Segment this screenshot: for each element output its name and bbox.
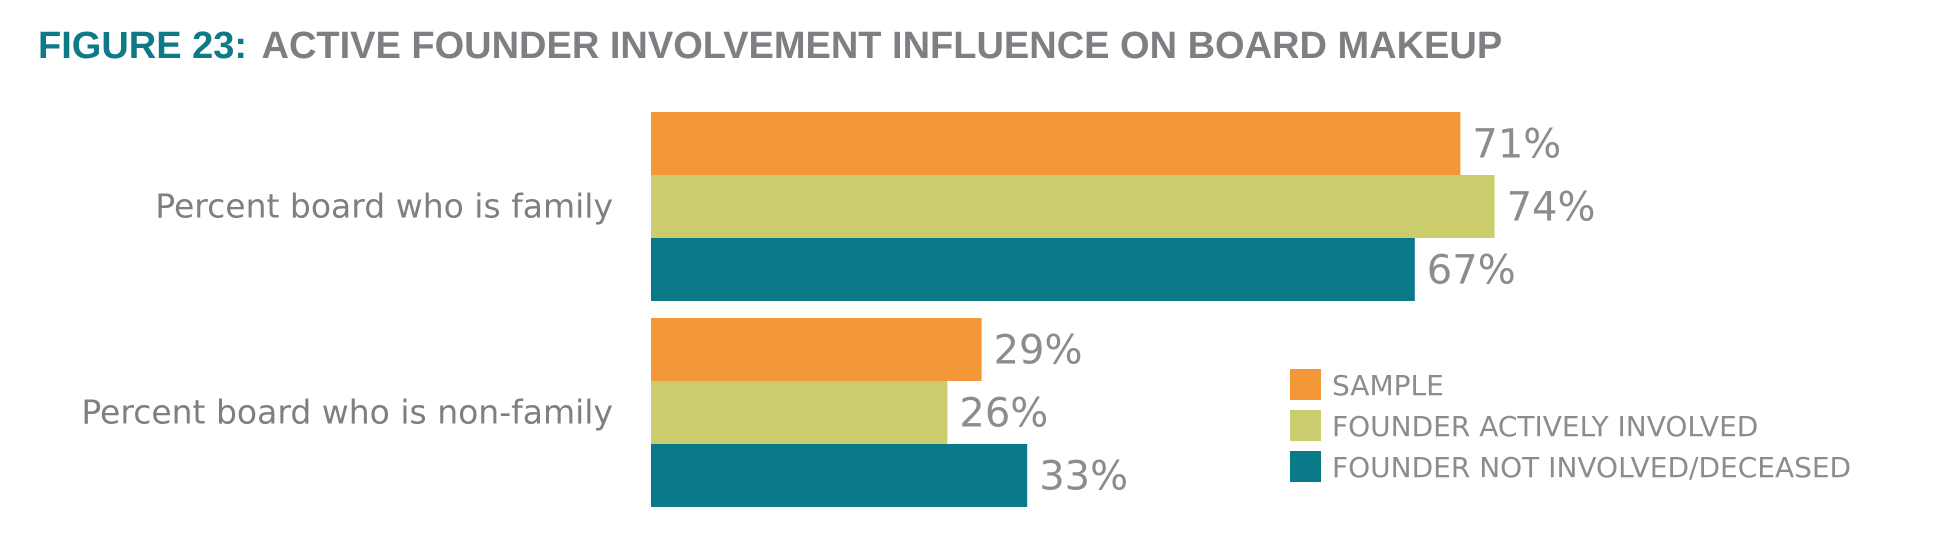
category-label: Percent board who is family (155, 187, 613, 226)
legend-label: FOUNDER ACTIVELY INVOLVED (1332, 410, 1758, 443)
value-label: 67% (1427, 248, 1516, 294)
legend-label: SAMPLE (1332, 369, 1444, 402)
bar (651, 381, 947, 444)
category-label: Percent board who is non-family (81, 393, 613, 432)
bars-layer: Percent board who is family 71% 74% 67% Perc… (81, 112, 1595, 507)
bar (651, 175, 1495, 238)
legend-swatch (1290, 410, 1321, 441)
bar (651, 444, 1027, 507)
value-label: 29% (994, 328, 1083, 374)
legend-swatch (1290, 369, 1321, 400)
title-text: ACTIVE FOUNDER INVOLVEMENT INFLUENCE ON … (262, 25, 1503, 67)
legend: SAMPLE FOUNDER ACTIVELY INVOLVED FOUNDER N… (1290, 369, 1851, 484)
chart-title: FIGURE 23: ACTIVE FOUNDER INVOLVEMENT IN… (38, 25, 1502, 67)
legend-label: FOUNDER NOT INVOLVED/DECEASED (1332, 451, 1851, 484)
title-prefix: FIGURE 23: (38, 25, 247, 67)
value-label: 33% (1039, 454, 1128, 500)
value-label: 74% (1507, 185, 1596, 231)
bar (651, 238, 1415, 301)
legend-swatch (1290, 451, 1321, 482)
value-label: 71% (1472, 122, 1561, 168)
bar (651, 112, 1460, 175)
value-label: 26% (959, 391, 1048, 437)
bar (651, 318, 982, 381)
